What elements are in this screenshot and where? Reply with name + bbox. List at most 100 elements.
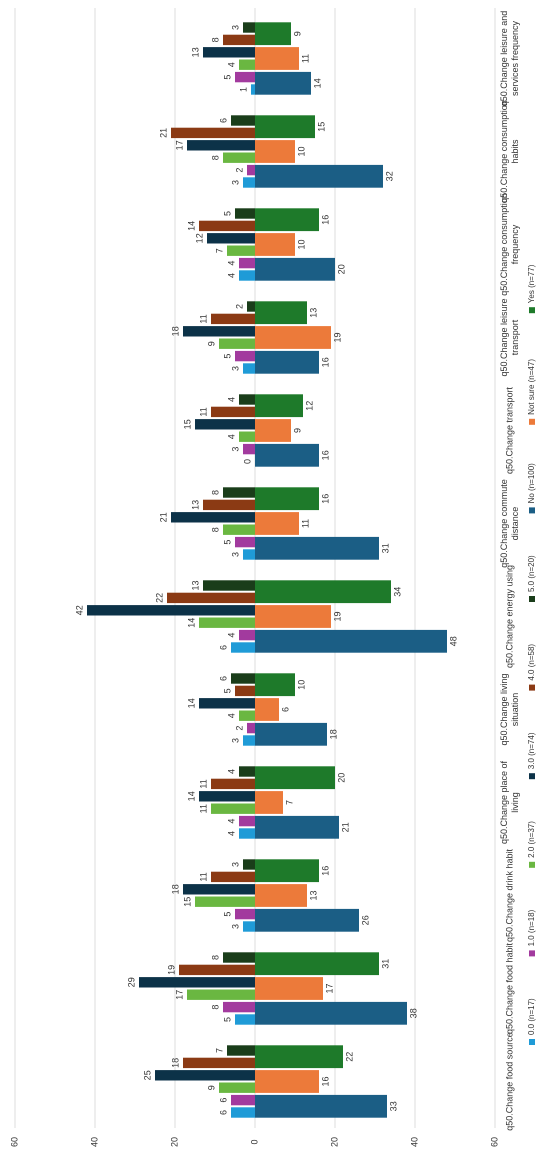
value-label: 2 bbox=[234, 726, 244, 731]
value-label: 4 bbox=[226, 434, 236, 439]
value-label: 3 bbox=[230, 552, 240, 557]
value-label: 18 bbox=[170, 1058, 180, 1068]
bar bbox=[251, 84, 255, 95]
bar bbox=[255, 1070, 319, 1093]
bar bbox=[247, 722, 255, 734]
category-label: q50.Change leisuretransport bbox=[499, 298, 520, 376]
value-label: 11 bbox=[198, 804, 208, 813]
bar bbox=[255, 512, 299, 535]
value-label: 6 bbox=[218, 1110, 228, 1115]
value-label: 5 bbox=[222, 688, 232, 693]
bar bbox=[255, 115, 315, 139]
bar bbox=[243, 921, 255, 932]
value-label: 14 bbox=[186, 618, 196, 628]
value-label: 17 bbox=[174, 140, 184, 150]
value-label: 16 bbox=[320, 494, 330, 504]
bar bbox=[255, 443, 319, 467]
bar bbox=[199, 220, 255, 232]
bar bbox=[255, 487, 319, 511]
value-label: 3 bbox=[230, 25, 240, 30]
value-label: 4 bbox=[226, 819, 236, 824]
value-label: 4 bbox=[226, 831, 236, 836]
value-label: 15 bbox=[182, 419, 192, 429]
bar bbox=[239, 710, 255, 721]
value-label: 22 bbox=[154, 593, 164, 603]
bar bbox=[195, 896, 255, 907]
bar bbox=[171, 512, 255, 523]
value-label: 13 bbox=[308, 890, 318, 900]
value-label: 4 bbox=[226, 62, 236, 67]
value-label: 16 bbox=[320, 866, 330, 876]
y-tick-label: 40 bbox=[409, 1137, 419, 1147]
bar bbox=[255, 698, 279, 721]
category-label: q50.Change consumptionhabits bbox=[499, 100, 520, 203]
bar bbox=[235, 71, 255, 83]
category-label: q50.Change food habit bbox=[504, 942, 514, 1034]
value-label: 19 bbox=[166, 965, 176, 975]
value-label: 17 bbox=[324, 983, 334, 993]
bar bbox=[255, 629, 447, 653]
bar bbox=[255, 394, 303, 418]
value-label: 11 bbox=[300, 54, 310, 63]
value-label: 14 bbox=[186, 698, 196, 708]
bar bbox=[243, 22, 255, 33]
bar bbox=[255, 580, 391, 604]
bar bbox=[243, 363, 255, 374]
bar bbox=[203, 580, 255, 591]
bar bbox=[255, 1094, 387, 1118]
value-label: 21 bbox=[158, 128, 168, 138]
value-label: 34 bbox=[392, 587, 402, 597]
y-tick-label: 40 bbox=[89, 1137, 99, 1147]
legend-label: Yes (n=77) bbox=[527, 264, 536, 303]
bar bbox=[255, 766, 335, 790]
value-label: 17 bbox=[174, 990, 184, 1000]
bar bbox=[235, 908, 255, 920]
y-tick-label: 60 bbox=[489, 1137, 499, 1147]
value-label: 19 bbox=[332, 611, 342, 621]
bar bbox=[255, 977, 323, 1000]
value-label: 14 bbox=[186, 791, 196, 801]
bar bbox=[207, 233, 255, 244]
bar bbox=[155, 1070, 255, 1081]
bar bbox=[239, 257, 255, 269]
bar bbox=[87, 605, 255, 616]
value-label: 20 bbox=[336, 264, 346, 274]
value-label: 5 bbox=[222, 912, 232, 917]
bar bbox=[239, 431, 255, 442]
category-label: q50.Change place ofliving bbox=[499, 760, 520, 844]
bar bbox=[235, 536, 255, 548]
bar bbox=[239, 394, 255, 405]
legend-swatch bbox=[529, 861, 535, 868]
value-label: 7 bbox=[214, 1048, 224, 1053]
bar bbox=[255, 350, 319, 374]
legend-label: 5.0 (n=20) bbox=[527, 555, 536, 592]
value-label: 15 bbox=[182, 897, 192, 907]
legend: 0.0 (n=17) 1.0 (n=18) 2.0 (n=37) 3.0 (n=74)… bbox=[527, 264, 536, 1045]
value-label: 11 bbox=[198, 407, 208, 416]
bar bbox=[231, 1107, 255, 1118]
value-label: 2 bbox=[234, 168, 244, 173]
value-label: 11 bbox=[300, 519, 310, 528]
bar bbox=[255, 536, 379, 560]
value-label: 16 bbox=[320, 1076, 330, 1086]
value-label: 6 bbox=[218, 118, 228, 123]
value-label: 8 bbox=[210, 490, 220, 495]
value-label: 12 bbox=[194, 233, 204, 243]
bar bbox=[255, 164, 383, 188]
bar bbox=[203, 499, 255, 511]
value-label: 8 bbox=[210, 155, 220, 160]
value-label: 8 bbox=[210, 527, 220, 532]
legend-swatch bbox=[529, 507, 535, 514]
category-label: q50.Change drink habit bbox=[504, 848, 514, 942]
value-label: 10 bbox=[296, 146, 306, 156]
value-label: 26 bbox=[360, 915, 370, 925]
bar bbox=[255, 722, 327, 746]
legend-label: 2.0 (n=37) bbox=[527, 821, 536, 858]
y-tick-label: 20 bbox=[169, 1137, 179, 1147]
value-label: 6 bbox=[218, 676, 228, 681]
value-label: 31 bbox=[380, 543, 390, 553]
value-label: 42 bbox=[74, 605, 84, 615]
bar bbox=[239, 828, 255, 839]
value-label: 16 bbox=[320, 450, 330, 460]
